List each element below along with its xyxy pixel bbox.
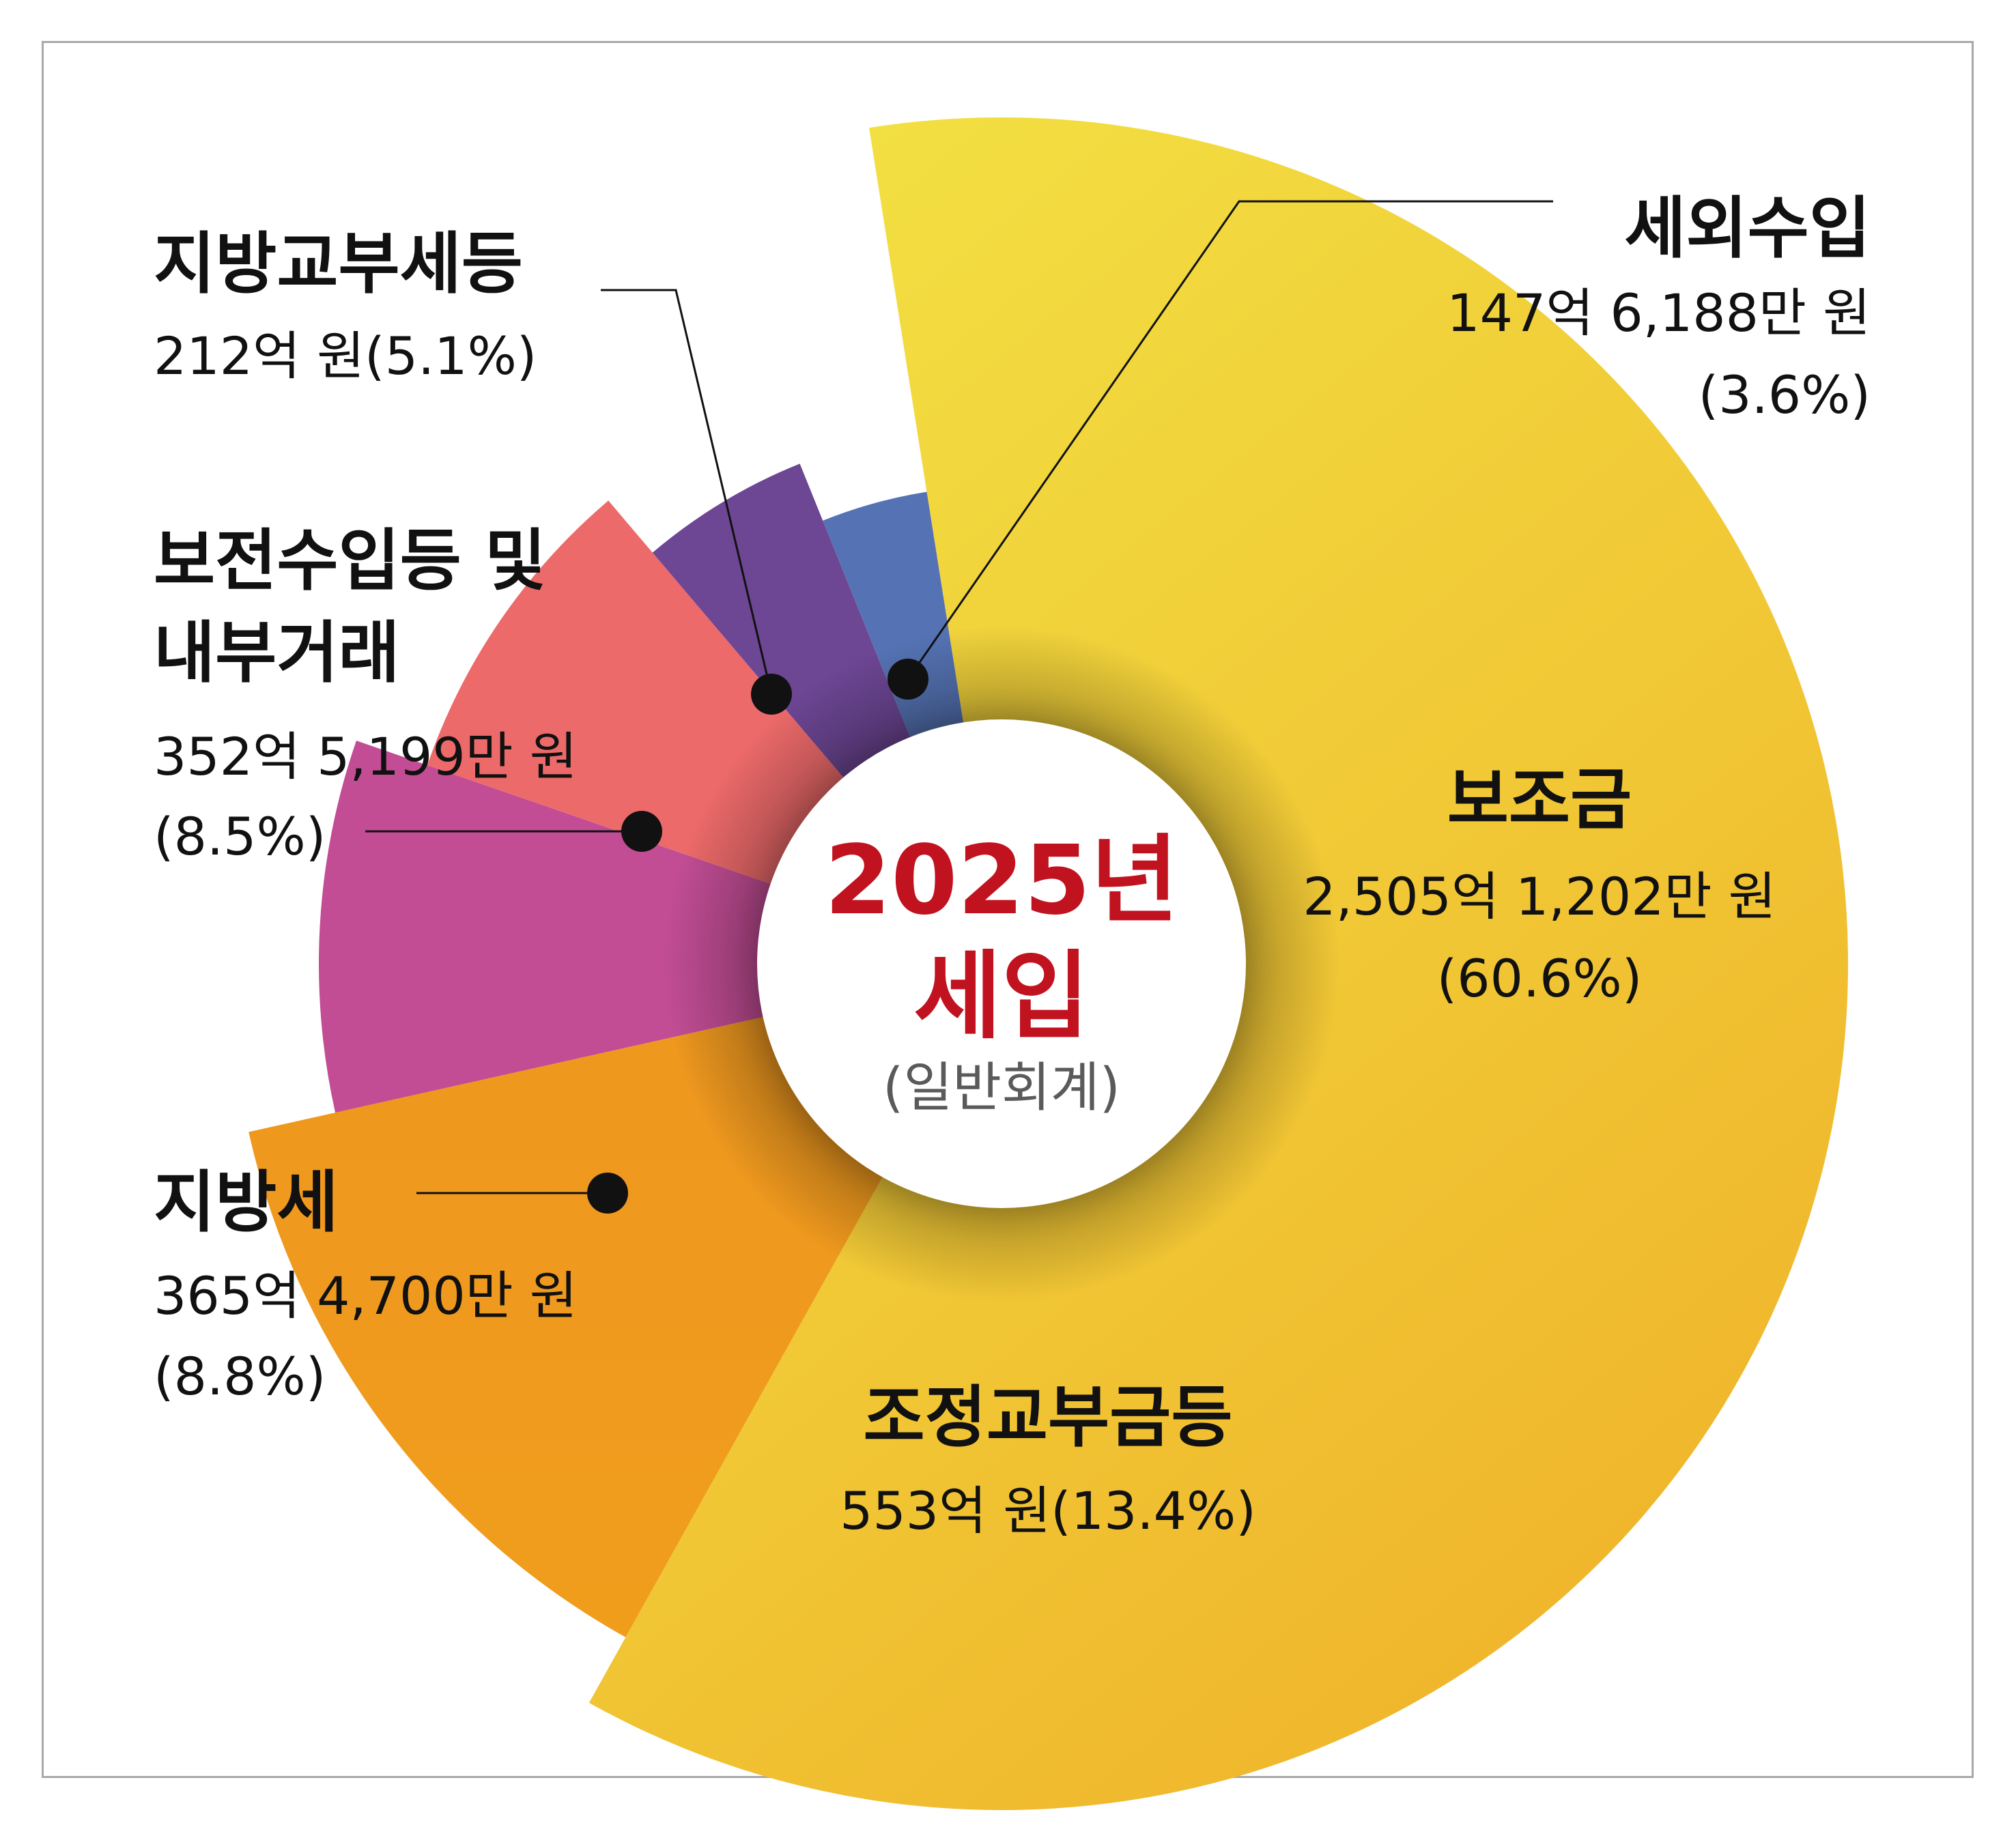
label-adjustment-grant-value: 553억 원(13.4%)	[840, 1480, 1256, 1541]
label-local-tax-name: 지방세	[154, 1164, 338, 1242]
label-adjustment-grant-name: 조정교부금등	[864, 1379, 1233, 1457]
center-title: 세입	[913, 941, 1090, 1052]
label-preservation-income-value: 352억 5,199만 원	[154, 726, 578, 787]
leader-lines	[365, 200, 1553, 1214]
leader-non-tax-revenue-dot	[888, 659, 928, 700]
center-year: 2025년	[825, 825, 1178, 936]
pie-slices	[148, 111, 1855, 1817]
label-preservation-income-name-line2: 내부거래	[154, 614, 400, 692]
label-preservation-income-name-line1: 보전수입등 및	[154, 522, 546, 600]
label-subsidy-percent: (60.6%)	[1437, 948, 1643, 1009]
label-local-allocation-tax-value: 212억 원(5.1%)	[154, 326, 537, 386]
center-subtitle: (일반회계)	[883, 1057, 1120, 1119]
label-local-allocation-tax-name: 지방교부세등	[154, 225, 523, 303]
label-preservation-income-percent: (8.5%)	[154, 806, 326, 867]
label-subsidy-name: 보조금	[1447, 761, 1632, 839]
label-subsidy-value: 2,505억 1,202만 원	[1303, 866, 1776, 927]
leader-local-allocation-tax-dot	[751, 674, 792, 715]
leader-local-tax-dot	[587, 1173, 628, 1214]
leader-preservation-income-dot	[621, 811, 662, 852]
label-local-tax-value: 365억 4,700만 원	[154, 1265, 578, 1326]
label-non-tax-revenue-percent: (3.6%)	[1699, 364, 1871, 425]
label-non-tax-revenue-name: 세외수입	[1624, 190, 1871, 268]
center-circle	[757, 719, 1246, 1208]
label-non-tax-revenue-value: 147억 6,188만 원	[1447, 283, 1871, 343]
leader-local-allocation-tax-line	[601, 289, 773, 695]
label-local-tax-percent: (8.8%)	[154, 1346, 326, 1407]
leader-non-tax-revenue-line	[907, 200, 1553, 680]
